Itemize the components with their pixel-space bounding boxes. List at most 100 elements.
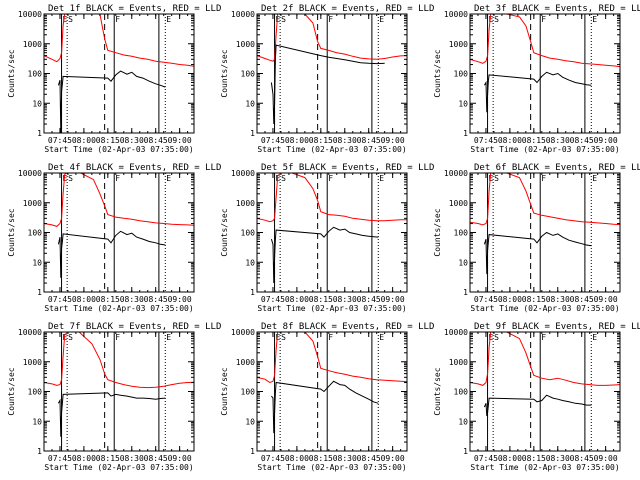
marker-label: S [68,174,73,183]
series-line-events [57,392,166,437]
y-tick-label: 10 [32,417,42,426]
x-tick-label: 09:00 [381,295,405,304]
plot-frame [469,172,621,293]
x-tick-label: 08:00 [285,136,309,145]
series-line-events [271,380,379,434]
plot-frame [256,331,408,452]
y-tick-label: 100 [28,229,43,238]
series-line-lld [470,173,620,226]
panel-title: Det 4f BLACK = Events, RED = LLD [48,163,221,173]
x-tick-label: 08:15 [522,295,546,304]
y-axis-label: Counts/sec [7,367,16,415]
plot-frame [43,331,195,452]
marker-label: E [592,333,597,342]
x-tick-label: 08:45 [144,136,168,145]
y-tick-label: 100 [28,70,43,79]
series-line-lld [470,332,620,386]
marker-label: E [276,174,281,183]
y-tick-label: 1 [37,447,42,456]
panel-title: Det 5f BLACK = Events, RED = LLD [261,163,434,173]
x-tick-label: 07:45 [48,295,72,304]
series-group [257,14,407,125]
marker-label: F [541,174,546,183]
marker-label: E [489,174,494,183]
y-tick-label: 10 [245,417,255,426]
marker-label: E [63,15,68,24]
x-axis-label: Start Time (02-Apr-03 07:35:00) [470,145,619,154]
x-tick-label: 07:45 [474,295,498,304]
x-axis-label: Start Time (02-Apr-03 07:35:00) [257,463,406,472]
x-axis-label: Start Time (02-Apr-03 07:35:00) [44,145,193,154]
series-line-events [57,70,166,133]
series-line-lld [44,173,194,227]
series-group [44,173,194,278]
series-group [470,14,620,113]
y-tick-label: 1000 [236,199,255,208]
marker-label: S [281,174,286,183]
x-tick-label: 08:00 [72,454,96,463]
series-group [44,14,194,133]
y-axis-label: Counts/sec [433,49,442,97]
x-tick-label: 07:45 [474,136,498,145]
marker-label: F [541,15,546,24]
y-axis-label: Counts/sec [7,49,16,97]
x-tick-label: 09:00 [168,295,192,304]
y-tick-label: 100 [241,388,256,397]
y-axis-label: Counts/sec [433,367,442,415]
y-tick-label: 10000 [18,10,42,19]
series-line-lld [44,332,194,389]
y-tick-label: 1 [250,129,255,138]
y-tick-label: 1000 [449,40,468,49]
y-tick-label: 10 [458,99,468,108]
marker-label: F [115,333,120,342]
x-tick-label: 08:45 [357,295,381,304]
x-tick-label: 07:45 [261,136,285,145]
series-line-events [483,71,592,113]
marker-label: F [328,15,333,24]
panel-title: Det 9f BLACK = Events, RED = LLD [474,322,640,332]
series-line-events [270,226,379,284]
y-tick-label: 10000 [444,10,468,19]
x-tick-label: 09:00 [168,454,192,463]
x-tick-label: 09:00 [381,136,405,145]
marker-label: E [63,174,68,183]
x-tick-label: 07:45 [261,454,285,463]
x-tick-label: 08:30 [120,136,144,145]
y-tick-label: 1 [463,447,468,456]
y-tick-label: 10 [458,417,468,426]
marker-label: S [494,333,499,342]
marker-label: E [63,333,68,342]
y-tick-label: 10000 [231,328,255,337]
y-tick-label: 10 [458,258,468,267]
x-axis-label: Start Time (02-Apr-03 07:35:00) [470,463,619,472]
series-group [44,332,194,437]
x-tick-label: 08:30 [333,136,357,145]
x-tick-label: 08:15 [309,136,333,145]
y-tick-label: 10 [245,258,255,267]
y-tick-label: 1 [463,129,468,138]
plot-frame [256,172,408,293]
y-tick-label: 1 [463,288,468,297]
x-tick-label: 09:00 [594,295,618,304]
marker-label: S [494,174,499,183]
y-tick-label: 100 [454,229,469,238]
panel-title: Det 8f BLACK = Events, RED = LLD [261,322,434,332]
marker-label: E [379,174,384,183]
panel-title: Det 1f BLACK = Events, RED = LLD [48,4,221,14]
marker-label: E [489,333,494,342]
marker-label: E [379,15,384,24]
y-tick-label: 10000 [444,169,468,178]
x-tick-label: 09:00 [168,136,192,145]
marker-label: S [68,333,73,342]
y-tick-label: 100 [28,388,43,397]
series-line-lld [257,173,407,223]
marker-label: S [68,15,73,24]
